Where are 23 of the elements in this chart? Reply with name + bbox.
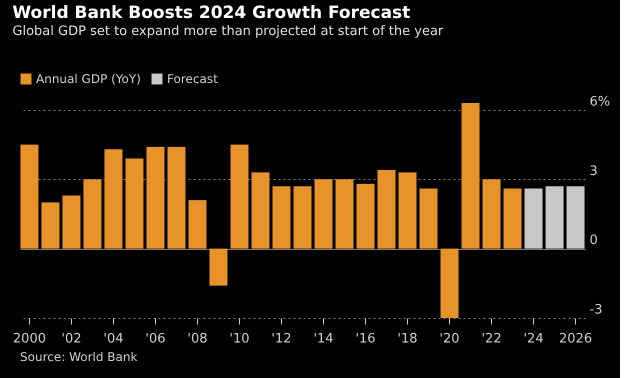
x-tick-label: '04: [103, 332, 124, 346]
y-tick-label: 3: [590, 164, 598, 179]
chart-subtitle: Global GDP set to expand more than projected at start of the year: [12, 24, 444, 39]
source-note: Source: World Bank: [20, 350, 138, 364]
x-tick-label: '02: [61, 332, 82, 346]
x-tick-label: '22: [481, 332, 502, 346]
y-tick-label: 6%: [590, 94, 610, 110]
y-tick-label: 0: [590, 233, 598, 248]
x-tick-label: '18: [397, 332, 418, 346]
x-tick-label: '12: [271, 332, 292, 346]
x-tick-label: '24: [523, 332, 544, 346]
legend-label: Forecast: [167, 72, 218, 86]
x-tick-label: 2000: [12, 332, 46, 346]
x-tick-label: '10: [229, 332, 250, 346]
x-tick-label: '20: [439, 332, 460, 346]
x-tick-label: 2026: [559, 332, 592, 346]
chart-title: World Bank Boosts 2024 Growth Forecast: [12, 3, 410, 23]
legend-label: Annual GDP (YoY): [36, 72, 141, 86]
x-tick-label: '14: [313, 332, 334, 346]
x-tick-label: '16: [355, 332, 376, 346]
x-tick-label: '08: [187, 332, 208, 346]
y-tick-label: -3: [590, 302, 602, 318]
x-tick-label: '06: [145, 332, 166, 346]
